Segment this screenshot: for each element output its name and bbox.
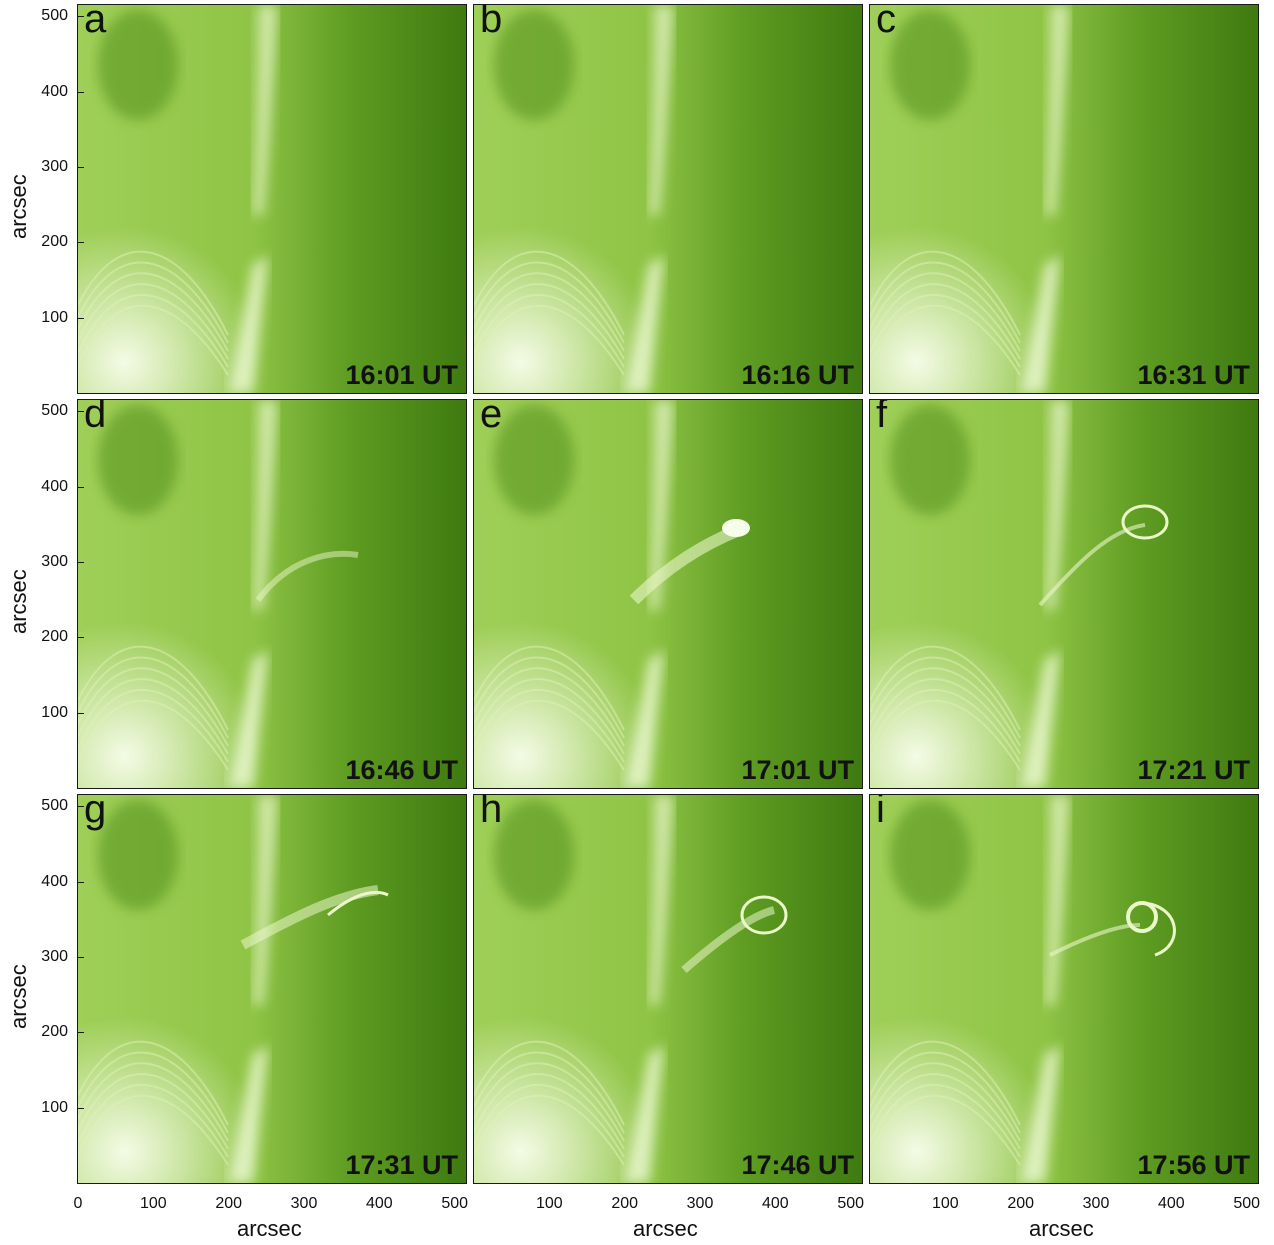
y-tick-label: 200	[41, 1023, 68, 1041]
image-panel-d: d 16:46 UT	[77, 399, 467, 789]
y-tick-label: 400	[41, 82, 68, 100]
panel-timestamp: 16:31 UT	[1137, 360, 1250, 390]
y-tick-mark	[78, 317, 84, 319]
solar-euv-image	[78, 400, 466, 788]
x-tick-label: 100	[931, 1195, 959, 1212]
image-panel-h: h 17:46 UT	[473, 794, 863, 1184]
x-tick-label: 300	[1082, 1195, 1110, 1212]
eruption-feature	[255, 550, 359, 602]
panel-timestamp: 17:56 UT	[1137, 1150, 1250, 1180]
solar-euv-image	[474, 5, 862, 393]
panel-timestamp: 16:16 UT	[741, 360, 854, 390]
panel-letter: f	[876, 399, 888, 436]
y-axis-label: arcsec	[6, 569, 31, 634]
panel-letter: g	[84, 794, 107, 831]
y-tick-label: 500	[41, 7, 68, 25]
y-tick-mark	[78, 486, 84, 488]
panel-timestamp: 17:01 UT	[741, 755, 854, 785]
eruption-feature	[1049, 901, 1176, 957]
y-tick-label: 300	[41, 947, 68, 965]
y-tick-mark	[78, 16, 84, 18]
eruption-feature	[629, 519, 750, 605]
x-tick-label: 400	[365, 1195, 393, 1212]
y-axis-label: arcsec	[6, 174, 31, 239]
image-panel-b: b 16:16 UT	[473, 4, 863, 394]
x-tick-label: 200	[215, 1195, 243, 1212]
panel-letter: h	[480, 794, 503, 831]
solar-euv-image	[474, 400, 862, 788]
panel-timestamp: 16:01 UT	[345, 360, 458, 390]
image-panel-i: i 17:56 UT	[869, 794, 1259, 1184]
solar-euv-image	[78, 5, 466, 393]
panel-letter: b	[480, 4, 503, 41]
y-tick-label: 400	[41, 477, 68, 495]
x-tick-label: 300	[686, 1195, 714, 1212]
x-tick-label: 400	[761, 1195, 789, 1212]
y-tick-mark	[78, 712, 84, 714]
panel-letter: i	[876, 794, 885, 831]
panel-timestamp: 17:21 UT	[1137, 755, 1250, 785]
panel-timestamp: 17:31 UT	[345, 1150, 458, 1180]
eruption-feature	[240, 885, 389, 950]
y-tick-label: 200	[41, 233, 68, 251]
y-tick-mark	[78, 806, 84, 808]
y-tick-mark	[78, 411, 84, 413]
y-tick-label: 500	[41, 402, 68, 420]
y-tick-mark	[78, 91, 84, 93]
x-tick-label: 400	[1157, 1195, 1185, 1212]
x-tick-label: 500	[441, 1195, 469, 1212]
image-panel-g: g 17:31 UT	[77, 794, 467, 1184]
image-panel-f: f 17:21 UT	[869, 399, 1259, 789]
y-tick-label: 500	[41, 797, 68, 815]
solar-euv-image	[870, 5, 1258, 393]
y-tick-mark	[78, 956, 84, 958]
x-tick-label: 300	[290, 1195, 318, 1212]
y-axis-label: arcsec	[6, 964, 31, 1029]
solar-euv-image	[78, 795, 466, 1183]
y-tick-mark	[78, 1107, 84, 1109]
y-tick-mark	[78, 242, 84, 244]
x-axis-label: arcsec	[633, 1216, 698, 1241]
solar-euv-image	[870, 795, 1258, 1183]
y-tick-label: 100	[41, 703, 68, 721]
x-axis-label: arcsec	[237, 1216, 302, 1241]
x-tick-label: 200	[1007, 1195, 1035, 1212]
x-tick-label: 100	[535, 1195, 563, 1212]
y-tick-mark	[78, 561, 84, 563]
x-tick-label: 500	[1233, 1195, 1261, 1212]
x-tick-label: 0	[73, 1195, 83, 1212]
x-tick-label: 500	[837, 1195, 865, 1212]
x-tick-label: 200	[611, 1195, 639, 1212]
eruption-feature	[1038, 504, 1169, 607]
image-panel-a: a 16:01 UT	[77, 4, 467, 394]
panel-letter: c	[876, 4, 896, 41]
y-tick-label: 300	[41, 552, 68, 570]
y-tick-label: 300	[41, 157, 68, 175]
y-tick-mark	[78, 166, 84, 168]
panel-letter: d	[84, 399, 107, 436]
y-tick-mark	[78, 881, 84, 883]
y-tick-label: 100	[41, 308, 68, 326]
panel-letter: a	[84, 4, 107, 41]
image-panel-c: c 16:31 UT	[869, 4, 1259, 394]
y-tick-label: 100	[41, 1098, 68, 1116]
solar-euv-image	[870, 400, 1258, 788]
panel-timestamp: 16:46 UT	[345, 755, 458, 785]
x-axis-label: arcsec	[1029, 1216, 1094, 1241]
image-panel-e: e 17:01 UT	[473, 399, 863, 789]
y-tick-label: 400	[41, 872, 68, 890]
y-tick-label: 200	[41, 628, 68, 646]
x-tick-label: 100	[139, 1195, 167, 1212]
panel-timestamp: 17:46 UT	[741, 1150, 854, 1180]
panel-letter: e	[480, 399, 503, 436]
eruption-feature	[681, 895, 788, 974]
y-tick-mark	[78, 1032, 84, 1034]
y-tick-mark	[78, 637, 84, 639]
solar-euv-image	[474, 795, 862, 1183]
